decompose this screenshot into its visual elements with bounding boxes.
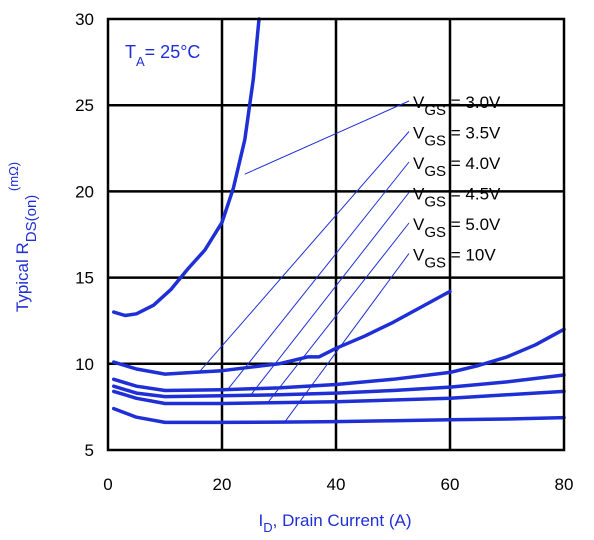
temperature-annotation: TA= 25°C <box>125 42 200 69</box>
y-axis-title: Typical RDS(on) (mΩ) <box>6 162 40 312</box>
y-tick-label: 5 <box>85 441 94 460</box>
y-tick-label: 25 <box>75 96 94 115</box>
legend-entry-5: VGS = 10V <box>413 246 496 272</box>
grid-lines <box>108 19 564 450</box>
x-tick-label: 60 <box>441 475 460 494</box>
y-tick-labels: 5 10 15 20 25 30 <box>75 10 94 460</box>
y-tick-label: 30 <box>75 10 94 29</box>
legend-leader-2 <box>227 161 410 390</box>
legend-entry-4: VGS = 5.0V <box>413 215 501 241</box>
legend-entry-2: VGS = 4.0V <box>413 154 501 180</box>
x-tick-label: 0 <box>103 475 112 494</box>
series-lines <box>111 17 566 425</box>
legend-leader-3 <box>250 192 410 396</box>
legend-entry-3: VGS = 4.5V <box>413 185 501 211</box>
legend-entry-1: VGS = 3.5V <box>413 124 501 150</box>
x-tick-labels: 0 20 40 60 80 <box>103 475 573 494</box>
series-line-4 <box>111 389 566 406</box>
series-line-2 <box>111 327 566 393</box>
plot-frame <box>106 17 566 452</box>
y-tick-label: 10 <box>75 355 94 374</box>
y-tick-label: 15 <box>75 269 94 288</box>
series-line-3 <box>111 373 566 399</box>
legend-leader-4 <box>267 222 410 404</box>
legend-leader-lines <box>198 100 410 423</box>
y-tick-label: 20 <box>75 182 94 201</box>
series-line-1 <box>111 289 452 376</box>
x-tick-label: 20 <box>213 475 232 494</box>
legend: VGS = 3.0V VGS = 3.5V VGS = 4.0V VGS = 4.5V… <box>413 93 501 272</box>
x-tick-label: 40 <box>327 475 346 494</box>
series-line-5 <box>111 406 566 425</box>
legend-entry-0: VGS = 3.0V <box>413 93 501 119</box>
legend-leader-1 <box>198 131 410 373</box>
legend-leader-0 <box>244 100 410 175</box>
x-axis-title: ID, Drain Current (A) <box>259 511 412 535</box>
x-tick-label: 80 <box>555 475 574 494</box>
series-line-0 <box>111 17 261 318</box>
